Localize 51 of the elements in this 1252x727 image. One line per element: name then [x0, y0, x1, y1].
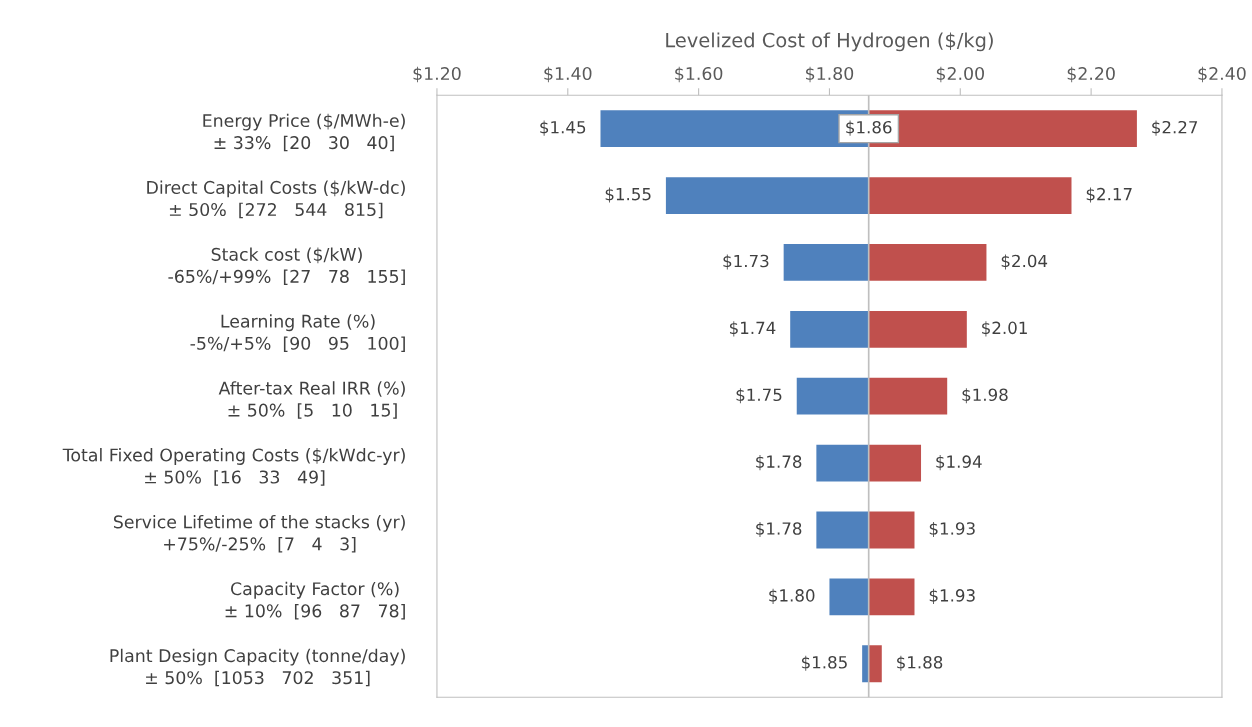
x-tick-label: $2.20: [1067, 66, 1115, 83]
y-tick-label: Energy Price ($/MWh-e) ± 33% [20 30 40]: [203, 113, 405, 152]
x-tick-label: $1.20: [413, 66, 461, 83]
x-axis-title: Levelized Cost of Hydrogen ($/kg): [666, 32, 993, 52]
bar: [868, 578, 915, 616]
data-label: $1.78: [756, 455, 802, 471]
ref-line-label: $1.86: [846, 120, 892, 136]
x-tick-label: $2.00: [936, 66, 984, 83]
bar: [783, 244, 869, 281]
data-label: $1.88: [897, 655, 943, 671]
data-label: $2.27: [1152, 120, 1198, 136]
data-label: $1.98: [962, 388, 1008, 404]
data-label: $1.75: [736, 388, 782, 404]
bar: [868, 377, 948, 415]
data-label: $1.73: [723, 254, 769, 270]
x-tick-label: $2.40: [1198, 66, 1246, 83]
data-label: $1.80: [769, 588, 815, 604]
data-label: $1.85: [801, 655, 847, 671]
y-tick-label: After-tax Real IRR (%) ± 50% [5 10 15]: [218, 381, 405, 419]
x-tick-label: $1.40: [544, 66, 592, 83]
data-label: $1.45: [540, 120, 586, 136]
y-tick-label: Plant Design Capacity (tonne/day) ± 50% [1053 702 351]: [110, 648, 405, 687]
bar: [868, 244, 987, 281]
y-tick-label: Direct Capital Costs ($/kW-dc) ± 50% [272 544 815]: [147, 180, 405, 219]
bar: [796, 377, 869, 415]
y-tick-label: Learning Rate (%) -5%/+5% [90 95 100]: [190, 314, 405, 352]
bar: [790, 310, 869, 348]
bar: [868, 511, 915, 549]
data-label: $2.04: [1001, 254, 1048, 270]
x-tick-label: $1.60: [675, 66, 723, 83]
data-label: $2.17: [1086, 187, 1132, 203]
y-tick-label: Total Fixed Operating Costs ($/kWdc-yr) ± 50% [16 33 49]: [62, 448, 405, 486]
bar: [816, 511, 869, 549]
data-label: $1.74: [729, 321, 776, 337]
x-tick-label: $1.80: [806, 66, 854, 83]
bar: [829, 578, 869, 616]
data-label: $1.94: [936, 455, 982, 471]
bar: [816, 444, 869, 482]
y-tick-label: Stack cost ($/kW) -65%/+99% [27 78 155]: [168, 247, 405, 286]
bar: [868, 645, 882, 683]
bar: [868, 177, 1072, 214]
data-label: $1.93: [929, 521, 975, 538]
data-label: $1.93: [929, 588, 975, 604]
data-label: $1.55: [605, 187, 651, 203]
bar: [665, 177, 869, 214]
data-label: $2.01: [982, 321, 1027, 337]
y-tick-label: Service Lifetime of the stacks (yr) +75%/-25% [7 4 3]: [113, 514, 405, 553]
bar: [868, 444, 922, 482]
bar: [868, 310, 967, 348]
y-tick-label: Capacity Factor (%) ± 10% [96 87 78]: [225, 581, 405, 620]
data-label: $1.78: [756, 521, 802, 538]
